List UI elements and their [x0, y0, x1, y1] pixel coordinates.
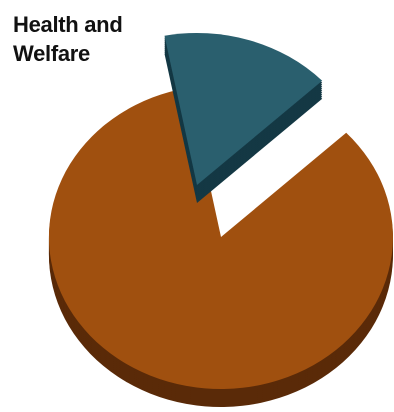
pie-slice-health-and-welfare — [164, 32, 323, 186]
slice-label-health-and-welfare: Health and Welfare — [13, 12, 123, 66]
pie-slice-main — [48, 87, 393, 389]
